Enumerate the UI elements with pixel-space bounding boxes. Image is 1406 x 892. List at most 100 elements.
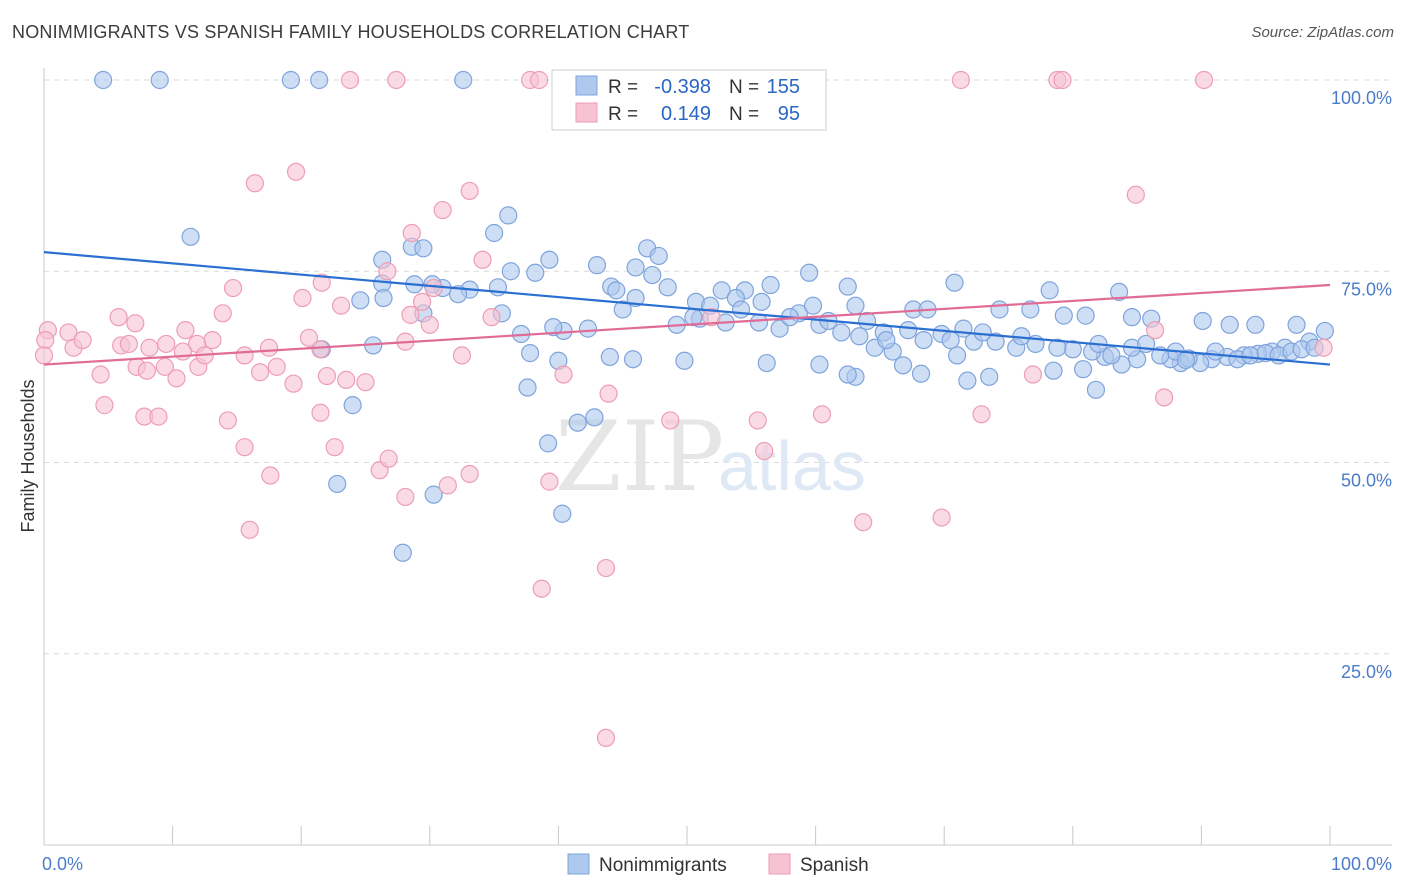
point-spanish-8 [530, 70, 549, 90]
point-spanish-39 [157, 334, 176, 354]
point-spanish-1 [387, 70, 406, 90]
point-nonimmigrants-99 [544, 317, 563, 337]
point-nonimmigrants-139 [1102, 346, 1121, 365]
stats-r-label-spanish: R = [608, 104, 638, 125]
point-nonimmigrants-101 [623, 350, 643, 369]
point-spanish-40 [119, 334, 138, 354]
point-spanish-75 [379, 449, 398, 468]
point-nonimmigrants-26 [658, 278, 677, 297]
point-nonimmigrants-117 [568, 413, 587, 432]
point-nonimmigrants-103 [757, 353, 776, 373]
points-layer [34, 70, 1334, 748]
point-spanish-82 [854, 513, 873, 532]
point-nonimmigrants-98 [521, 344, 540, 363]
point-nonimmigrants-42 [1021, 300, 1040, 319]
point-nonimmigrants-106 [911, 364, 931, 383]
point-nonimmigrants-78 [850, 327, 869, 346]
point-spanish-69 [812, 405, 832, 424]
point-spanish-83 [932, 508, 951, 527]
stats-legend: R = -0.398 N = 155 R = 0.149 N = 95 [551, 69, 827, 131]
point-spanish-10 [245, 174, 265, 193]
point-spanish-0 [340, 70, 360, 90]
stats-swatch-spanish [575, 102, 598, 123]
stats-swatch-nonimmigrants [575, 75, 598, 96]
point-spanish-64 [218, 411, 237, 430]
point-nonimmigrants-79 [832, 323, 851, 342]
point-nonimmigrants-115 [518, 378, 537, 397]
point-nonimmigrants-83 [749, 313, 769, 332]
point-nonimmigrants-100 [600, 347, 619, 367]
point-spanish-49 [91, 365, 110, 384]
point-spanish-7 [1194, 70, 1214, 90]
chart-source: Source: ZipAtlas.com [1251, 24, 1394, 41]
point-spanish-24 [401, 305, 420, 324]
point-nonimmigrants-14 [587, 256, 607, 275]
legend-swatch-nonimmigrants[interactable] [567, 853, 590, 875]
point-spanish-44 [311, 340, 330, 359]
point-nonimmigrants-32 [712, 281, 731, 300]
point-spanish-14 [402, 223, 421, 243]
legend-label-spanish[interactable]: Spanish [800, 855, 869, 876]
point-spanish-65 [311, 403, 330, 422]
point-nonimmigrants-11 [649, 246, 668, 266]
point-spanish-32 [299, 328, 319, 347]
point-nonimmigrants-104 [810, 355, 829, 374]
point-spanish-38 [140, 338, 159, 357]
point-nonimmigrants-154 [607, 281, 626, 300]
point-nonimmigrants-6 [499, 206, 518, 225]
point-nonimmigrants-18 [800, 263, 819, 282]
point-spanish-79 [261, 466, 280, 485]
point-spanish-12 [1126, 185, 1145, 204]
point-nonimmigrants-143 [954, 319, 973, 338]
stats-n-label-nonimmigrants: N = [729, 77, 759, 98]
point-nonimmigrants-150 [731, 300, 751, 319]
point-nonimmigrants-67 [1048, 338, 1067, 357]
point-nonimmigrants-4 [454, 70, 473, 90]
chart-title: NONIMMIGRANTS VS SPANISH FAMILY HOUSEHOL… [12, 22, 690, 42]
point-spanish-70 [972, 405, 991, 424]
point-spanish-87 [596, 728, 616, 748]
point-nonimmigrants-30 [1040, 281, 1059, 300]
point-spanish-76 [460, 464, 479, 484]
point-spanish-43 [235, 346, 254, 365]
point-spanish-57 [317, 366, 337, 386]
point-spanish-84 [240, 520, 259, 539]
point-spanish-19 [293, 288, 312, 308]
point-nonimmigrants-70 [986, 332, 1005, 351]
x-tick-label-start: 0.0% [42, 854, 83, 874]
point-spanish-81 [755, 441, 774, 461]
trend-line-nonimmigrants [43, 251, 1331, 366]
point-spanish-25 [482, 308, 501, 327]
stats-r-label-nonimmigrants: R = [608, 77, 638, 98]
point-nonimmigrants-0 [94, 70, 113, 90]
point-spanish-78 [540, 472, 559, 491]
point-spanish-17 [312, 273, 331, 292]
y-tick-label-75: 75.0% [1341, 279, 1392, 299]
y-axis-title: Family Households [18, 379, 38, 532]
point-nonimmigrants-27 [761, 275, 780, 295]
point-spanish-35 [203, 331, 222, 350]
point-nonimmigrants-130 [1241, 346, 1260, 365]
point-nonimmigrants-87 [578, 319, 598, 338]
point-spanish-71 [1155, 388, 1174, 407]
trend-layer [43, 251, 1331, 366]
point-spanish-91 [356, 373, 375, 392]
point-nonimmigrants-110 [1073, 360, 1093, 379]
trend-line-spanish [43, 283, 1331, 366]
point-spanish-89 [73, 331, 92, 350]
point-nonimmigrants-74 [914, 331, 933, 350]
point-spanish-48 [1146, 321, 1165, 340]
point-nonimmigrants-108 [980, 367, 999, 386]
point-spanish-68 [748, 411, 767, 430]
point-nonimmigrants-13 [540, 250, 559, 269]
legend-label-nonimmigrants[interactable]: Nonimmigrants [599, 855, 727, 876]
point-spanish-58 [337, 370, 356, 389]
point-spanish-31 [176, 321, 195, 340]
point-nonimmigrants-153 [613, 300, 632, 319]
point-nonimmigrants-109 [1044, 361, 1063, 380]
point-nonimmigrants-31 [1109, 282, 1129, 302]
point-spanish-53 [250, 363, 270, 382]
legend-swatch-spanish[interactable] [768, 853, 791, 875]
point-nonimmigrants-107 [958, 371, 977, 390]
